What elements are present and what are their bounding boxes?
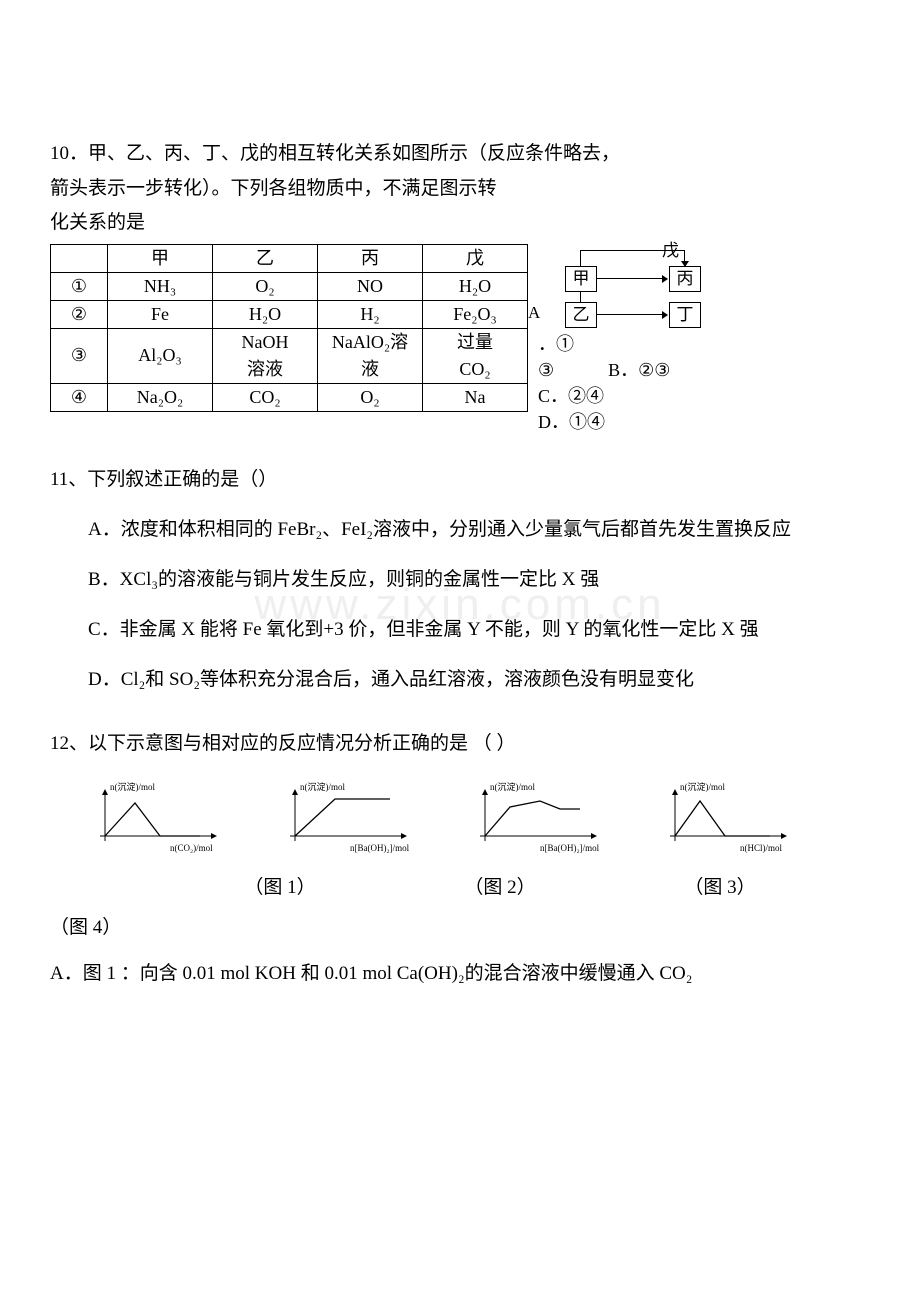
ylabel: n(沉淀)/mol [110,781,155,792]
q11-option-C: C．非金属 X 能将 Fe 氧化到+3 价，但非金属 Y 不能，则 Y 的氧化性… [50,611,870,649]
cell: NaOH 溶液 [213,328,318,383]
chart-line [675,801,770,836]
table-row: ③ Al₂O₃ NaOH 溶液 NaAlO₂溶 液 过量 CO₂ [51,328,528,383]
fig-label-4: （图 4） [50,914,870,943]
ylabel: n(沉淀)/mol [490,781,535,792]
diagram-box-jia: 甲 [565,266,597,292]
q12-fig-3: n(沉淀)/mol n[Ba(OH)₂]/mol [470,781,640,856]
xlabel: n[Ba(OH)₂]/mol [540,843,600,853]
table-row: ① NH₃ O₂ NO H₂O [51,272,528,300]
row-num: ③ [51,328,108,383]
q12-fig-labels: （图 1） （图 2） （图 3） [90,874,830,903]
fig-label-1: （图 1） [170,874,390,903]
diagram-label-A: A [528,300,540,326]
q10-options: ．① ③ B．②③ C．②④ D．①④ [538,331,870,435]
cell: Al₂O₃ [108,328,213,383]
arrowhead-icon [781,833,787,839]
q11-option-B: B．XCl₃的溶液能与铜片发生反应，则铜的金属性一定比 X 强 [50,561,870,599]
opt-line: ③ B．②③ [538,357,870,383]
q10-prompt-line2: 箭头表示一步转化）。下列各组物质中，不满足图示转 [50,175,870,204]
q10-table: 甲 乙 丙 戊 ① NH₃ O₂ NO H₂O ② Fe H₂O H₂ [50,244,528,412]
arrowhead-icon [211,833,217,839]
arrowhead-icon [401,833,407,839]
q11-title: 11、下列叙述正确的是（） [50,461,870,499]
header-bing: 丙 [318,244,423,272]
cell: NO [318,272,423,300]
fig-label-2: （图 2） [390,874,610,903]
row-num: ④ [51,383,108,411]
arrowhead-icon [591,833,597,839]
chart-line [295,799,390,836]
diagram-box-ding: 丁 [669,302,701,328]
header-jia: 甲 [108,244,213,272]
cell: Fe [108,300,213,328]
cell: H₂O [423,272,528,300]
cell: H₂ [318,300,423,328]
row-num: ① [51,272,108,300]
q11-option-D: D．Cl₂和 SO₂等体积充分混合后，通入品红溶液，溶液颜色没有明显变化 [50,661,870,699]
diagram-box-yi: 乙 [565,302,597,328]
q12-option-A: A．图 1 ：向含 0.01 mol KOH 和 0.01 mol Ca(OH)… [50,955,870,993]
q12-fig-4: n(沉淀)/mol n(HCl)/mol [660,781,830,856]
chart-line [485,801,580,836]
opt-line: ．① [538,331,870,357]
arrowhead-icon [672,789,678,795]
diagram-arrow [597,278,667,279]
diagram-line [580,250,684,251]
cell: O₂ [213,272,318,300]
xlabel: n[Ba(OH)₂]/mol [350,843,410,853]
opt-line: D．①④ [538,409,870,435]
q10-diagram: 戊 甲 丙 A 乙 [542,244,732,329]
q10-prompt-line3: 化关系的是 [50,209,870,238]
q10-prompt-line1: 10．甲、乙、丙、丁、戊的相互转化关系如图所示（反应条件略去， [50,140,870,169]
opt-line: C．②④ [538,383,870,409]
chart-line [105,803,200,836]
cell: 过量 CO₂ [423,328,528,383]
xlabel: n(HCl)/mol [740,843,782,853]
q12-figures: n(沉淀)/mol n(CO₂)/mol n(沉淀)/mol [90,781,830,856]
q11-option-A: A．浓度和体积相同的 FeBr₂、FeI₂溶液中，分别通入少量氯气后都首先发生置… [50,511,870,549]
q10-right-column: 戊 甲 丙 A 乙 [538,244,870,435]
cell: H₂O [213,300,318,328]
table-row: ④ Na₂O₂ CO₂ O₂ Na [51,383,528,411]
diagram-line [684,250,685,266]
fig-label-3: （图 3） [610,874,830,903]
cell: O₂ [318,383,423,411]
arrowhead-icon [102,789,108,795]
row-num: ② [51,300,108,328]
question-12: 12、以下示意图与相对应的反应情况分析正确的是 （ ） n(沉淀)/mol n(… [50,725,870,993]
question-10: 10．甲、乙、丙、丁、戊的相互转化关系如图所示（反应条件略去， 箭头表示一步转化… [50,140,870,435]
cell: CO₂ [213,383,318,411]
cell: NH₃ [108,272,213,300]
q12-fig-2: n(沉淀)/mol n[Ba(OH)₂]/mol [280,781,450,856]
diagram-box-bing: 丙 [669,266,701,292]
header-yi: 乙 [213,244,318,272]
ylabel: n(沉淀)/mol [680,781,725,792]
cell: Na [423,383,528,411]
header-wu: 戊 [423,244,528,272]
cell: Na₂O₂ [108,383,213,411]
diagram-line [580,250,581,266]
diagram-arrow [597,314,667,315]
table-row: ② Fe H₂O H₂ Fe₂O₃ [51,300,528,328]
table-header-row: 甲 乙 丙 戊 [51,244,528,272]
q12-title: 12、以下示意图与相对应的反应情况分析正确的是 （ ） [50,725,870,763]
cell: NaAlO₂溶 液 [318,328,423,383]
ylabel: n(沉淀)/mol [300,781,345,792]
question-11: 11、下列叙述正确的是（） A．浓度和体积相同的 FeBr₂、FeI₂溶液中，分… [50,461,870,699]
xlabel: n(CO₂)/mol [170,843,213,853]
arrowhead-icon [482,789,488,795]
q12-fig-1: n(沉淀)/mol n(CO₂)/mol [90,781,260,856]
cell: Fe₂O₃ [423,300,528,328]
header-blank [51,244,108,272]
arrowhead-icon [292,789,298,795]
